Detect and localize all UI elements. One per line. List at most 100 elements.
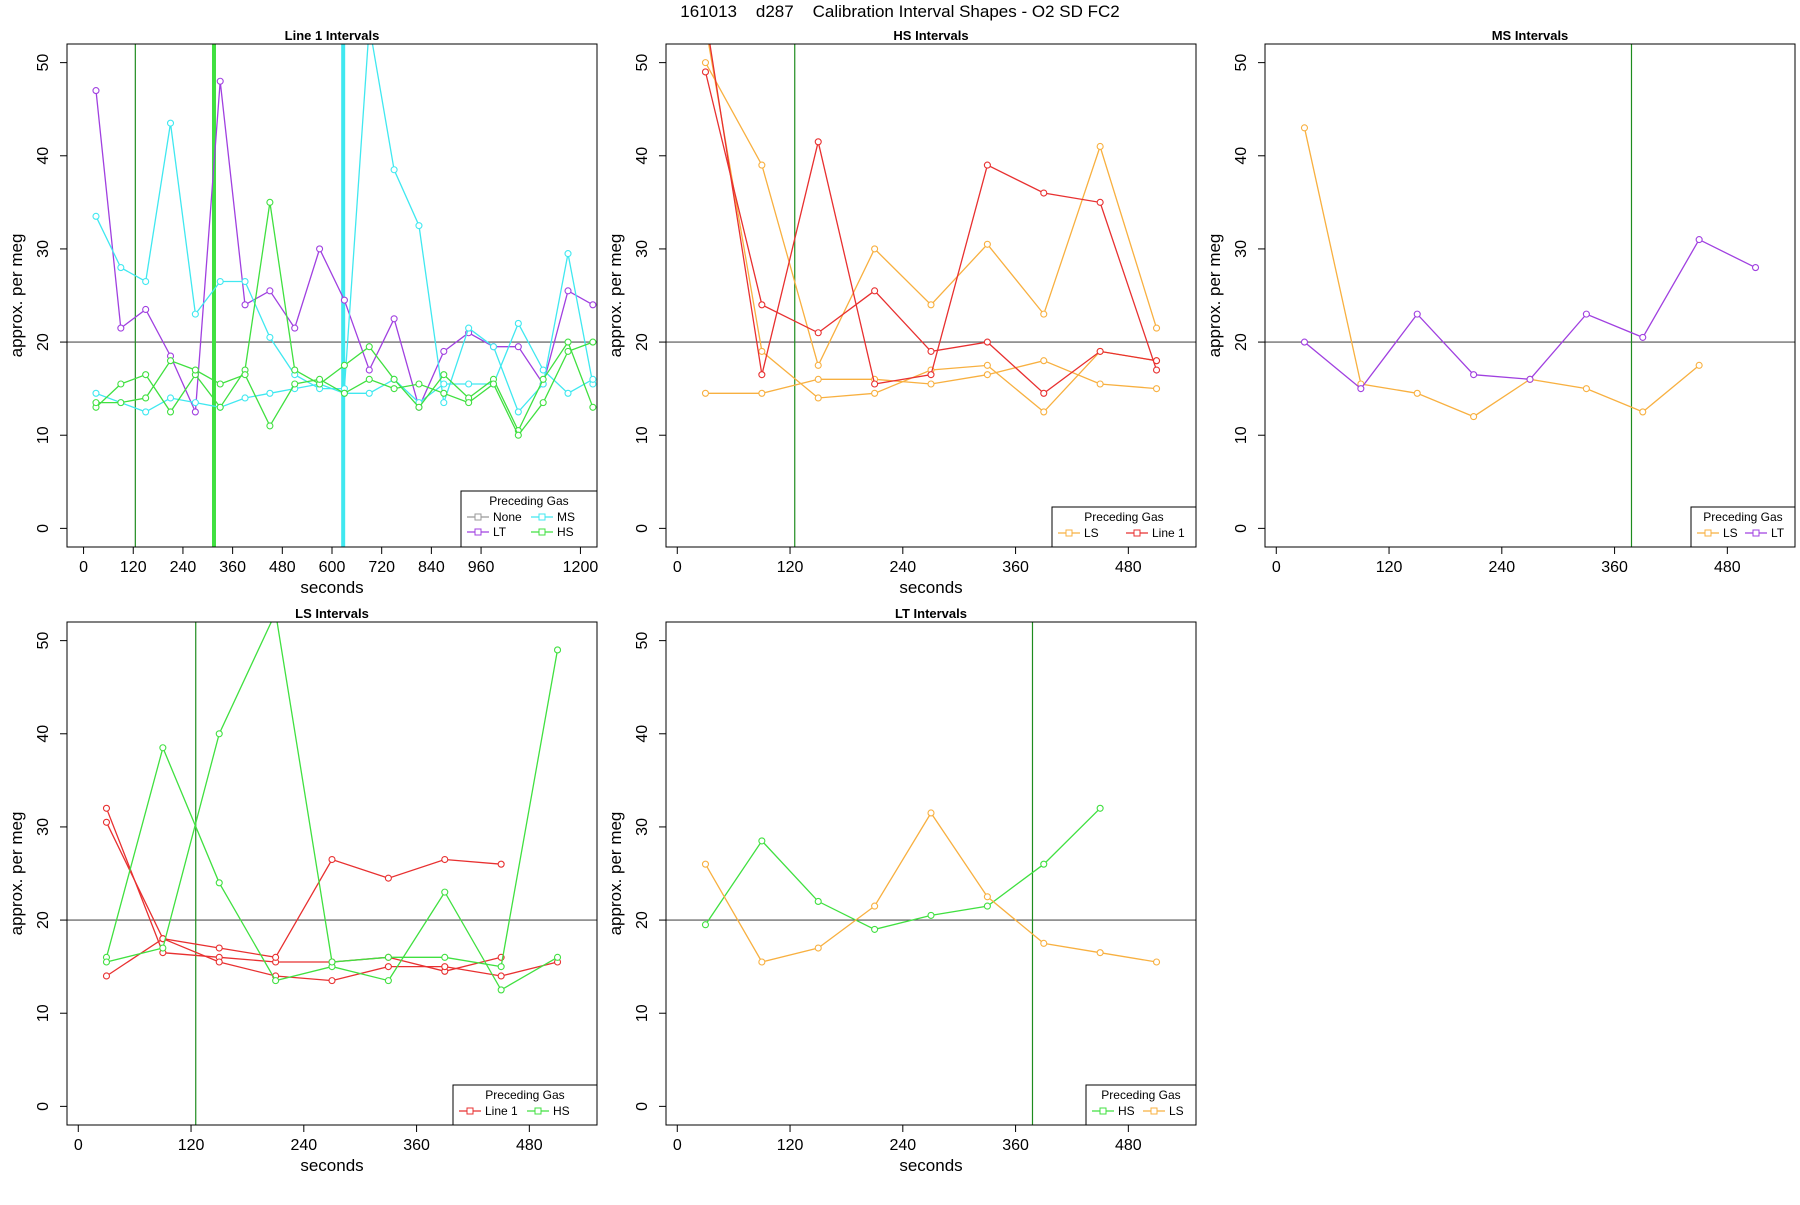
y-tick-label: 40 xyxy=(634,725,651,743)
legend-entry-line-1: Line 1 xyxy=(459,1104,518,1118)
data-point xyxy=(117,380,125,388)
x-tick-label: 480 xyxy=(1714,559,1741,576)
data-point xyxy=(440,371,448,379)
data-point xyxy=(142,277,150,286)
data-point xyxy=(390,385,398,393)
x-tick-label: 240 xyxy=(290,1137,317,1154)
data-point xyxy=(927,371,935,379)
data-point xyxy=(92,389,100,397)
data-point xyxy=(441,888,449,896)
y-tick-label: 50 xyxy=(634,632,651,650)
y-tick-label: 20 xyxy=(634,333,651,351)
data-point xyxy=(1040,357,1048,365)
series-lt-2 xyxy=(1300,236,1760,393)
panel-title: LT Intervals xyxy=(895,606,967,621)
series-line xyxy=(704,71,1157,395)
x-axis-label: seconds xyxy=(899,1156,962,1175)
series-hs-5 xyxy=(92,338,597,439)
series-line xyxy=(704,62,1158,368)
series-ls-1 xyxy=(1300,124,1703,421)
data-point xyxy=(758,389,766,397)
data-point xyxy=(701,59,710,67)
x-tick-label: 1200 xyxy=(563,559,599,576)
series-line-1-4 xyxy=(709,44,1161,388)
data-point xyxy=(1152,385,1161,393)
data-point xyxy=(441,953,449,961)
data-point xyxy=(328,958,336,966)
panel-1: 0 120 240 360 480 600 720 840 960 1200 0 10 20 30 40 50… xyxy=(7,28,599,597)
x-tick-label: 480 xyxy=(269,559,296,576)
data-point xyxy=(1582,385,1590,393)
data-point xyxy=(1040,389,1048,397)
data-point xyxy=(1040,189,1048,197)
data-point xyxy=(316,245,324,253)
x-tick-label: 840 xyxy=(418,559,445,576)
x-tick-label: 360 xyxy=(219,559,246,576)
y-tick-label: 50 xyxy=(35,54,52,72)
data-point xyxy=(92,399,100,407)
data-point xyxy=(758,371,766,379)
x-tick-label: 360 xyxy=(1002,559,1029,576)
series-line-1-3 xyxy=(102,935,562,985)
legend-box xyxy=(1085,1084,1197,1126)
y-tick-label: 20 xyxy=(35,333,52,351)
data-point xyxy=(758,347,766,355)
legend-box xyxy=(452,1084,598,1126)
data-point xyxy=(1470,413,1478,421)
x-tick-label: 960 xyxy=(468,559,495,576)
plot-frame xyxy=(1264,43,1796,548)
data-point xyxy=(1096,347,1104,355)
y-tick-label: 30 xyxy=(1233,240,1250,258)
data-point xyxy=(1357,385,1365,393)
data-point xyxy=(1413,310,1421,318)
x-tick-label: 360 xyxy=(403,1137,430,1154)
data-point xyxy=(216,403,224,411)
data-point xyxy=(927,380,935,388)
data-point xyxy=(241,371,249,379)
legend-entry-lt: LT xyxy=(467,525,507,539)
x-tick-label: 0 xyxy=(79,559,88,576)
x-axis-label: seconds xyxy=(300,578,363,597)
data-point xyxy=(215,944,223,952)
legend-swatch-marker xyxy=(474,513,482,521)
data-point xyxy=(814,944,822,952)
data-point xyxy=(1582,310,1590,318)
data-point xyxy=(497,963,505,971)
legend-label: Line 1 xyxy=(1152,526,1185,540)
data-point xyxy=(758,301,766,309)
panel-title: MS Intervals xyxy=(1492,28,1569,43)
legend-title: Preceding Gas xyxy=(489,494,568,508)
panel-4: 0 120 240 360 480 0 10 20 30 40 50 LS Intervals seco… xyxy=(7,606,598,1175)
y-tick-label: 0 xyxy=(634,524,651,533)
data-point xyxy=(1526,375,1534,383)
data-point xyxy=(1695,236,1703,244)
data-point xyxy=(589,375,597,383)
legend-swatch-marker xyxy=(534,1107,542,1115)
data-point xyxy=(814,329,822,337)
legend-label: None xyxy=(493,510,522,524)
data-point xyxy=(983,240,991,248)
data-point xyxy=(564,287,572,295)
series-hs-1 xyxy=(701,804,1104,933)
legend-entry-ls: LS xyxy=(1058,526,1099,540)
data-point xyxy=(117,399,125,407)
data-point xyxy=(871,245,879,253)
data-point xyxy=(564,389,572,397)
data-point xyxy=(340,361,348,369)
legend-label: HS xyxy=(553,1104,570,1118)
y-tick-label: 0 xyxy=(1233,524,1250,533)
x-tick-label: 0 xyxy=(673,1137,682,1154)
series-line-1-5 xyxy=(701,68,1161,397)
data-point xyxy=(983,371,991,379)
y-axis-label: approx. per meg xyxy=(7,234,26,358)
data-point xyxy=(927,809,935,817)
figure-title: 161013 d287 Calibration Interval Shapes … xyxy=(680,2,1120,21)
x-tick-label: 240 xyxy=(1488,559,1515,576)
x-tick-label: 240 xyxy=(170,559,197,576)
data-point xyxy=(102,972,111,980)
x-tick-label: 600 xyxy=(319,559,346,576)
legend-title: Preceding Gas xyxy=(485,1088,564,1102)
data-point xyxy=(1695,361,1703,369)
y-tick-label: 30 xyxy=(35,818,52,836)
